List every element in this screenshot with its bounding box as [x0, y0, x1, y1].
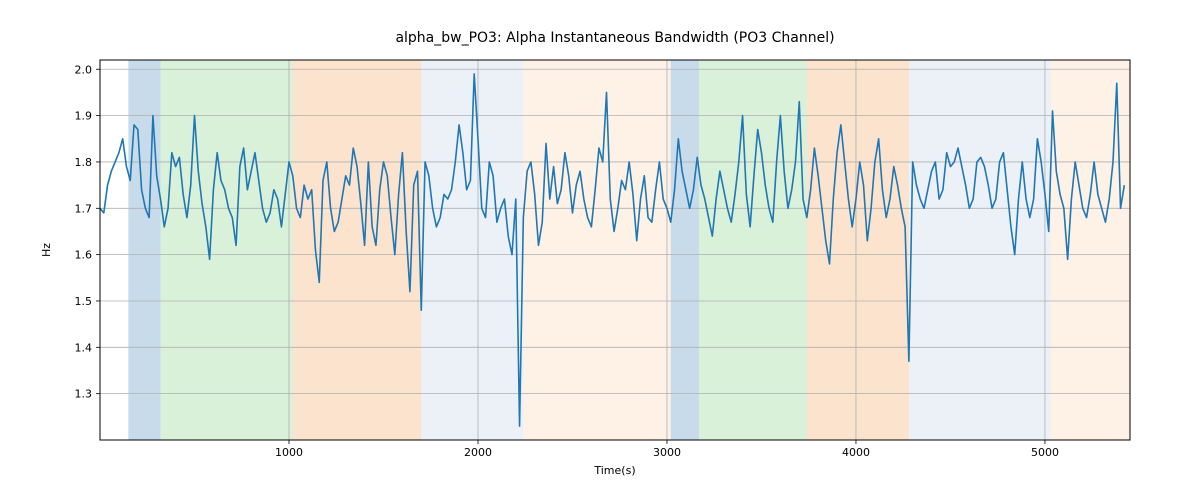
svg-text:1.5: 1.5	[75, 295, 93, 308]
svg-text:1.4: 1.4	[75, 341, 93, 354]
chart-container: 100020003000400050001.31.41.51.61.71.81.…	[0, 0, 1200, 500]
y-axis: 1.3 1.4 1.5 1.6 1.7 1.8 1.9 2.0	[75, 63, 101, 400]
svg-text:1000: 1000	[275, 446, 303, 459]
svg-text:2000: 2000	[464, 446, 492, 459]
line-chart: 100020003000400050001.31.41.51.61.71.81.…	[0, 0, 1200, 500]
svg-text:1.9: 1.9	[75, 110, 93, 123]
svg-text:1.6: 1.6	[75, 249, 93, 262]
svg-text:1.7: 1.7	[75, 202, 93, 215]
chart-title: alpha_bw_PO3: Alpha Instantaneous Bandwi…	[395, 30, 834, 46]
svg-text:2.0: 2.0	[75, 63, 93, 76]
x-axis: 1000 2000 3000 4000 5000	[275, 440, 1059, 459]
x-axis-label: Time(s)	[593, 464, 635, 477]
y-axis-label: Hz	[40, 243, 53, 257]
background-regions	[128, 60, 1130, 440]
svg-text:1.3: 1.3	[75, 388, 93, 401]
svg-text:4000: 4000	[842, 446, 870, 459]
svg-text:1.8: 1.8	[75, 156, 93, 169]
svg-text:5000: 5000	[1031, 446, 1059, 459]
svg-text:3000: 3000	[653, 446, 681, 459]
